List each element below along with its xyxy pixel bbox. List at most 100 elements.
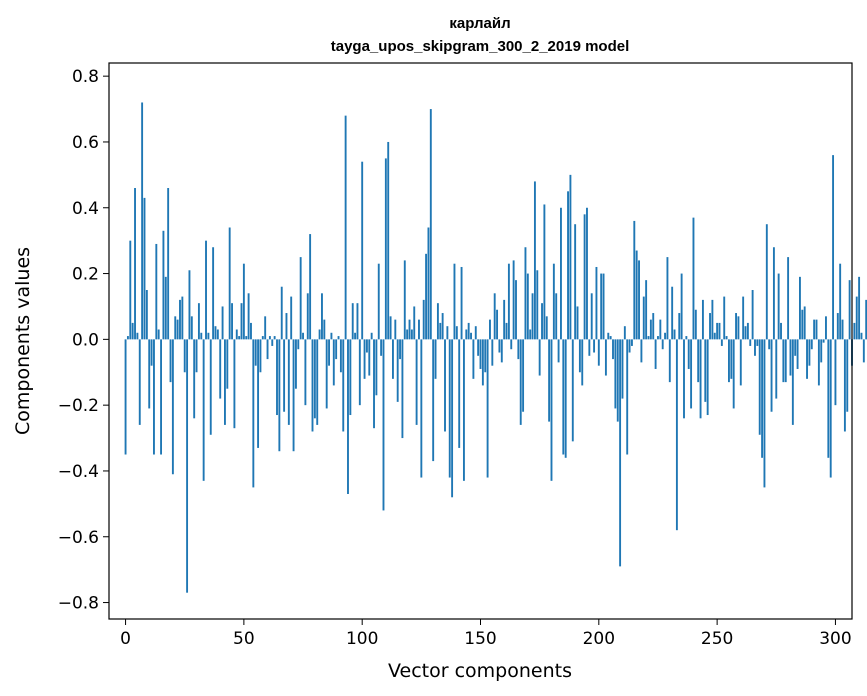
bar-206 — [612, 339, 614, 360]
x-tick-label: 0 — [120, 629, 131, 649]
bar-65 — [278, 339, 281, 452]
bar-201 — [600, 273, 603, 340]
bar-127 — [425, 253, 428, 340]
bar-20 — [171, 339, 174, 475]
bar-161 — [505, 322, 508, 340]
bar-256 — [730, 339, 733, 379]
bar-13 — [155, 243, 158, 340]
bar-92 — [342, 339, 345, 432]
bar-271 — [765, 224, 768, 340]
bar-211 — [623, 326, 626, 340]
bar-257 — [732, 339, 735, 409]
bar-101 — [363, 339, 366, 379]
bar-46 — [233, 339, 236, 429]
bar-283 — [794, 339, 797, 356]
bar-174 — [536, 270, 539, 340]
bar-99 — [358, 339, 361, 406]
bar-242 — [697, 339, 700, 383]
y-tick-label: 0.8 — [72, 67, 99, 87]
bar-8 — [143, 197, 146, 340]
bar-204 — [607, 332, 610, 340]
bar-27 — [188, 270, 191, 340]
bar-291 — [813, 319, 816, 340]
bar-115 — [396, 339, 399, 402]
bar-299 — [832, 155, 835, 340]
bar-302 — [839, 263, 842, 340]
bar-297 — [827, 339, 830, 458]
bar-98 — [356, 303, 359, 340]
bar-224 — [654, 339, 657, 369]
bar-184 — [560, 207, 562, 340]
bar-57 — [259, 339, 262, 373]
bar-189 — [571, 339, 574, 442]
bar-108 — [380, 339, 383, 356]
x-axis-ticks: 0 50 100 150 200 250 300 — [120, 619, 852, 649]
y-tick-label: 0.0 — [72, 330, 99, 350]
bar-113 — [392, 339, 394, 379]
bar-207 — [614, 339, 617, 409]
bar-212 — [626, 339, 629, 455]
bar-69 — [287, 339, 290, 425]
bar-306 — [848, 280, 851, 340]
bar-289 — [808, 339, 811, 366]
bar-147 — [472, 339, 475, 379]
bar-87 — [330, 332, 333, 340]
bar-264 — [749, 339, 752, 346]
bar-196 — [588, 339, 591, 356]
bar-152 — [484, 339, 487, 373]
bar-73 — [297, 339, 300, 350]
bar-312 — [862, 339, 865, 363]
bar-10 — [148, 339, 151, 409]
y-axis-label: Components values — [12, 247, 34, 435]
bar-223 — [652, 313, 655, 340]
bar-209 — [619, 339, 622, 567]
bar-122 — [413, 306, 416, 340]
bar-40 — [219, 339, 222, 399]
bar-135 — [444, 339, 446, 432]
bar-287 — [803, 306, 806, 340]
bar-309 — [855, 296, 858, 340]
bar-258 — [735, 313, 737, 340]
bar-138 — [451, 339, 454, 498]
bars-group — [124, 102, 867, 593]
bar-162 — [507, 263, 510, 340]
bar-134 — [441, 313, 444, 340]
bar-86 — [328, 339, 330, 366]
bar-305 — [846, 339, 849, 412]
bar-272 — [768, 339, 771, 350]
bar-270 — [763, 339, 766, 488]
bar-278 — [782, 339, 785, 383]
bar-267 — [756, 339, 759, 346]
bar-139 — [453, 263, 456, 340]
bar-93 — [344, 115, 347, 340]
bar-116 — [399, 339, 401, 360]
bar-216 — [635, 250, 638, 340]
bar-2 — [129, 240, 132, 340]
bar-95 — [349, 339, 352, 416]
bar-236 — [683, 339, 685, 419]
bar-177 — [543, 204, 546, 340]
bar-229 — [666, 257, 669, 340]
bar-173 — [533, 181, 536, 340]
bar-97 — [354, 332, 357, 340]
bar-18 — [167, 188, 170, 340]
bar-41 — [221, 306, 224, 340]
bar-195 — [586, 207, 588, 340]
bar-304 — [843, 339, 846, 432]
bar-49 — [240, 303, 243, 340]
bar-55 — [254, 339, 257, 366]
bar-168 — [522, 339, 525, 412]
bar-59 — [264, 316, 267, 340]
bar-226 — [659, 319, 662, 340]
bar-294 — [820, 339, 823, 363]
bar-146 — [470, 332, 472, 340]
bar-148 — [474, 326, 477, 340]
bar-84 — [323, 319, 326, 340]
y-tick-label: −0.8 — [58, 594, 99, 614]
bar-254 — [725, 336, 728, 340]
bar-155 — [491, 339, 494, 366]
x-tick-label: 250 — [701, 629, 733, 649]
bar-210 — [621, 339, 624, 399]
bar-145 — [467, 322, 470, 340]
bar-6 — [138, 339, 141, 425]
